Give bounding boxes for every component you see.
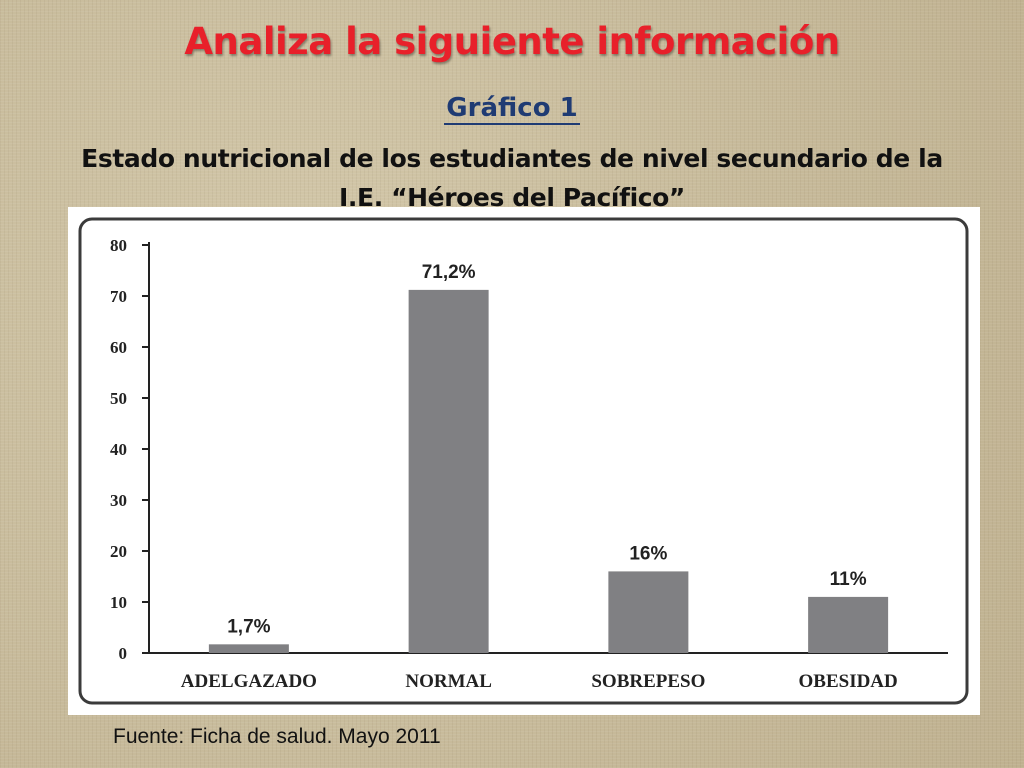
bar-chart: 0 10 20 30 40 50 60 70 80 1,7% 71,2% 16% 11% ADELGA… [78, 217, 969, 705]
y-tick-label: 80 [110, 236, 127, 255]
chart-number-heading: Gráfico 1 [0, 93, 1024, 125]
x-category-label: NORMAL [405, 671, 492, 692]
y-tick-label: 20 [110, 542, 127, 561]
y-tick-label: 30 [110, 491, 127, 510]
y-tick-group: 0 10 20 30 40 50 60 70 80 [110, 236, 149, 663]
chart-panel: 0 10 20 30 40 50 60 70 80 1,7% 71,2% 16% 11% ADELGA… [68, 207, 980, 715]
y-tick-label: 0 [119, 644, 128, 663]
x-label-group: ADELGAZADO NORMAL SOBREPESO OBESIDAD [181, 671, 898, 692]
slide-title: Analiza la siguiente información [184, 20, 840, 63]
y-tick-label: 10 [110, 593, 127, 612]
data-label: 16% [629, 543, 667, 564]
bar-obesidad [808, 596, 889, 653]
x-category-label: OBESIDAD [799, 671, 898, 692]
y-tick-label: 70 [110, 287, 127, 306]
bar-sobrepeso [608, 571, 689, 653]
chart-frame [78, 217, 969, 705]
data-label: 11% [830, 569, 867, 590]
chart-number-text: Gráfico 1 [444, 93, 580, 125]
source-note: Fuente: Ficha de salud. Mayo 2011 [113, 725, 441, 748]
x-category-label: SOBREPESO [591, 671, 705, 692]
y-tick-label: 60 [110, 338, 127, 357]
y-tick-label: 40 [110, 440, 127, 459]
data-label: 71,2% [422, 262, 476, 283]
x-category-label: ADELGAZADO [181, 671, 317, 692]
y-tick-label: 50 [110, 389, 127, 408]
data-label-group: 1,7% 71,2% 16% 11% [227, 262, 866, 637]
chart-subtitle: Estado nutricional de los estudiantes de… [81, 144, 943, 212]
bar-normal [408, 289, 489, 653]
data-label: 1,7% [227, 616, 270, 637]
bar-group [208, 289, 889, 653]
bar-adelgazado [208, 644, 289, 653]
